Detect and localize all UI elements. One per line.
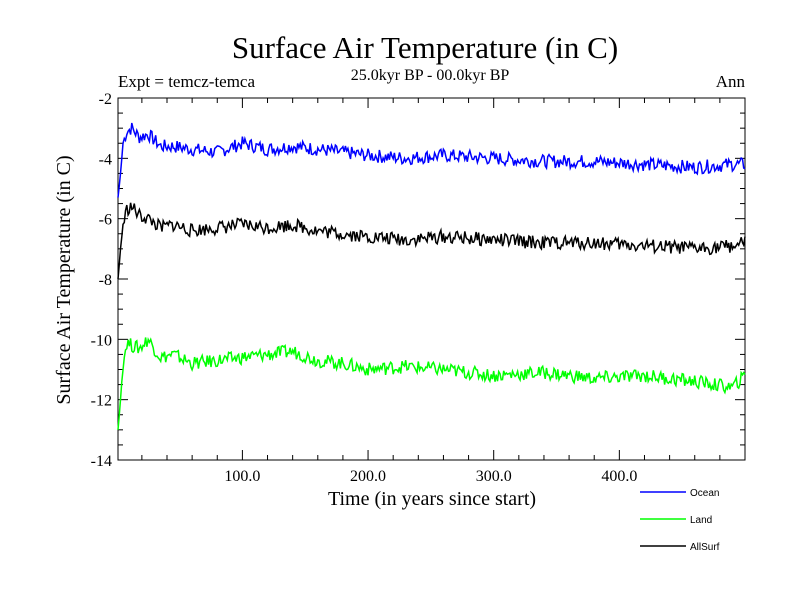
- series-line-ocean: [117, 122, 746, 198]
- y-tick-label: -6: [99, 212, 112, 229]
- x-tick-label: 300.0: [476, 468, 512, 485]
- y-tick-label: -10: [91, 332, 112, 349]
- y-tick-label: -4: [99, 151, 112, 168]
- series-lines: [117, 122, 746, 430]
- series-line-land: [117, 336, 746, 430]
- chart-title: Surface Air Temperature (in C): [232, 30, 618, 65]
- legend-label-land: Land: [690, 515, 712, 526]
- legend-label-allsurf: AllSurf: [690, 542, 720, 553]
- y-tick-label: -12: [91, 393, 112, 410]
- y-axis-label: Surface Air Temperature (in C): [53, 155, 75, 404]
- x-axis-label: Time (in years since start): [328, 488, 536, 510]
- season-label: Ann: [716, 72, 746, 91]
- axis-ticks: -2 -4 -6 -8 -10 -12 -14 100.0 200.0 300.0 400.0: [91, 91, 745, 485]
- chart-subtitle: 25.0kyr BP - 00.0kyr BP: [351, 67, 510, 84]
- x-tick-label: 400.0: [601, 468, 637, 485]
- legend: Ocean Land AllSurf: [640, 488, 720, 553]
- experiment-label: Expt = temcz-temca: [118, 72, 255, 91]
- legend-label-ocean: Ocean: [690, 488, 719, 499]
- x-tick-label: 200.0: [350, 468, 386, 485]
- y-tick-label: -8: [99, 272, 112, 289]
- x-tick-label: 100.0: [224, 468, 260, 485]
- y-tick-label: -2: [99, 91, 112, 108]
- series-line-allsurf: [117, 202, 746, 280]
- y-tick-label: -14: [91, 453, 112, 470]
